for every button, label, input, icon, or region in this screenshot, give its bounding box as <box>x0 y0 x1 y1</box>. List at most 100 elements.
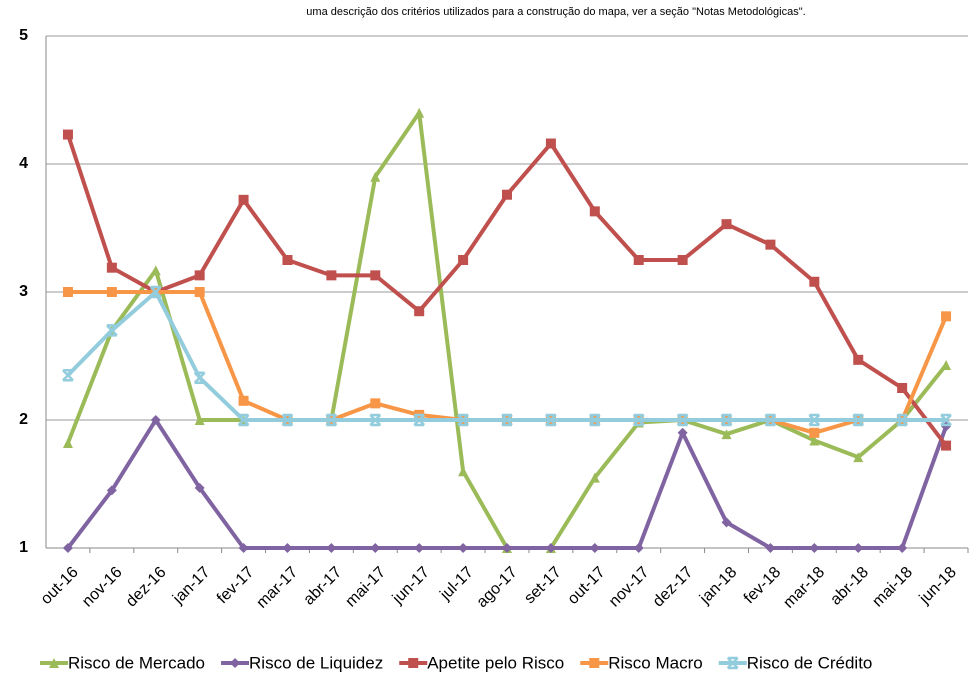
marker <box>238 395 249 406</box>
marker <box>282 543 293 553</box>
marker <box>941 359 952 370</box>
legend-label: Apetite pelo Risco <box>427 653 564 672</box>
marker <box>764 413 777 427</box>
x-tick-label: abr-17 <box>300 564 345 609</box>
marker <box>457 413 469 427</box>
x-tick-label: set-17 <box>521 564 565 608</box>
marker <box>62 368 74 382</box>
marker <box>632 413 645 427</box>
marker <box>149 285 162 299</box>
marker <box>897 543 908 553</box>
marker <box>370 171 381 182</box>
y-tick-label: 2 <box>19 411 28 428</box>
marker <box>150 265 161 276</box>
legend-label: Risco de Liquidez <box>249 653 383 672</box>
marker <box>414 107 425 118</box>
y-tick-label: 5 <box>19 27 28 44</box>
marker <box>545 543 556 553</box>
marker <box>370 270 381 281</box>
marker <box>545 138 556 149</box>
x-tick-label: mar-18 <box>780 564 828 612</box>
marker <box>502 189 512 200</box>
marker <box>676 413 689 427</box>
marker <box>193 371 206 385</box>
x-tick-label: mai-18 <box>869 564 916 611</box>
x-tick-label: mar-17 <box>253 564 301 612</box>
marker <box>721 429 732 440</box>
y-tick-label: 4 <box>19 155 28 172</box>
marker <box>721 517 732 528</box>
marker <box>588 413 601 427</box>
marker <box>940 413 952 427</box>
marker <box>150 415 161 425</box>
legend-label: Risco de Crédito <box>747 653 873 672</box>
legend-label: Risco de Mercado <box>68 653 205 672</box>
x-tick-label: fev-18 <box>741 564 785 608</box>
marker <box>633 255 644 265</box>
marker <box>721 219 732 230</box>
x-tick-label: mai-17 <box>342 564 389 611</box>
marker <box>633 543 644 553</box>
marker <box>62 543 73 553</box>
series-line <box>67 290 948 435</box>
marker <box>677 427 688 438</box>
marker <box>106 262 117 273</box>
x-tick-label: abr-18 <box>827 564 872 609</box>
x-tick-label: out-17 <box>565 564 609 608</box>
legend-marker <box>726 656 739 670</box>
marker <box>765 543 776 553</box>
marker <box>413 413 426 427</box>
marker <box>589 472 600 483</box>
marker <box>194 415 205 425</box>
marker <box>765 239 776 250</box>
marker <box>106 485 117 496</box>
marker <box>853 354 864 365</box>
x-tick-label: nov-16 <box>79 564 126 611</box>
x-tick-label: jun-17 <box>389 564 433 608</box>
marker <box>237 413 250 427</box>
marker <box>62 287 73 297</box>
marker <box>414 543 425 553</box>
marker <box>62 129 73 140</box>
marker <box>194 270 205 281</box>
marker <box>62 438 73 449</box>
marker <box>853 543 864 553</box>
marker <box>897 383 908 393</box>
marker <box>545 413 557 427</box>
marker <box>326 270 337 281</box>
marker <box>501 413 513 427</box>
marker <box>941 440 952 451</box>
legend-marker <box>230 658 241 668</box>
marker <box>326 543 337 553</box>
x-tick-label: ago-17 <box>474 564 521 611</box>
marker <box>720 413 733 427</box>
marker <box>194 482 205 493</box>
x-tick-label: jun-18 <box>916 564 960 608</box>
marker <box>502 543 512 553</box>
marker <box>370 398 381 409</box>
marker <box>105 324 118 337</box>
x-tick-label: fev-17 <box>214 564 258 608</box>
marker <box>853 452 864 463</box>
marker <box>238 543 249 553</box>
legend-marker <box>49 658 59 668</box>
marker <box>458 466 469 477</box>
marker <box>369 413 382 427</box>
marker <box>194 287 205 297</box>
marker <box>458 543 469 553</box>
marker <box>325 413 338 427</box>
marker <box>896 413 909 427</box>
marker <box>808 413 821 427</box>
marker <box>370 543 381 553</box>
marker <box>458 255 469 265</box>
series-line <box>66 290 947 422</box>
x-tick-label: jan-18 <box>696 564 740 608</box>
y-tick-label: 3 <box>19 283 28 300</box>
legend-marker <box>408 658 419 668</box>
x-tick-label: jan-17 <box>169 564 213 608</box>
marker <box>414 306 425 317</box>
chart-subtitle: uma descrição dos critérios utilizados p… <box>306 6 805 18</box>
legend-label: Risco Macro <box>608 653 702 672</box>
marker <box>589 543 600 553</box>
